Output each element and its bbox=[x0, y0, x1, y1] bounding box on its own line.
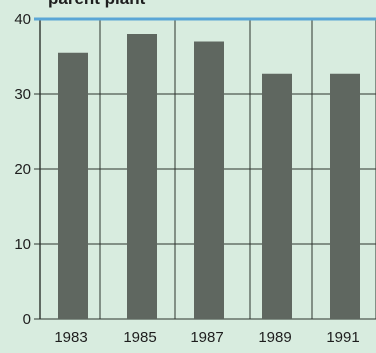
x-tick-label-1983: 1983 bbox=[54, 329, 87, 346]
x-tick-label-1991: 1991 bbox=[326, 329, 359, 346]
bars bbox=[58, 34, 360, 319]
y-tick-label-0: 0 bbox=[23, 311, 31, 328]
bar-1991 bbox=[330, 73, 360, 319]
chart-title: parent plant bbox=[48, 0, 146, 8]
y-tick-label-30: 30 bbox=[14, 86, 31, 103]
y-tick-label-10: 10 bbox=[14, 236, 31, 253]
y-tick-label-20: 20 bbox=[14, 161, 31, 178]
bar-1987 bbox=[194, 41, 224, 319]
bar-1989 bbox=[262, 73, 292, 319]
grid-lines bbox=[34, 19, 376, 320]
x-tick-label-1985: 1985 bbox=[123, 329, 156, 346]
x-tick-label-1987: 1987 bbox=[190, 329, 223, 346]
y-axis-tick-labels: 0 10 20 30 40 bbox=[14, 11, 31, 328]
bar-1983 bbox=[58, 52, 88, 319]
bar-1985 bbox=[127, 34, 157, 319]
x-tick-label-1989: 1989 bbox=[258, 329, 291, 346]
x-axis-tick-labels: 1983 1985 1987 1989 1991 bbox=[54, 329, 359, 346]
y-tick-label-40: 40 bbox=[14, 11, 31, 28]
